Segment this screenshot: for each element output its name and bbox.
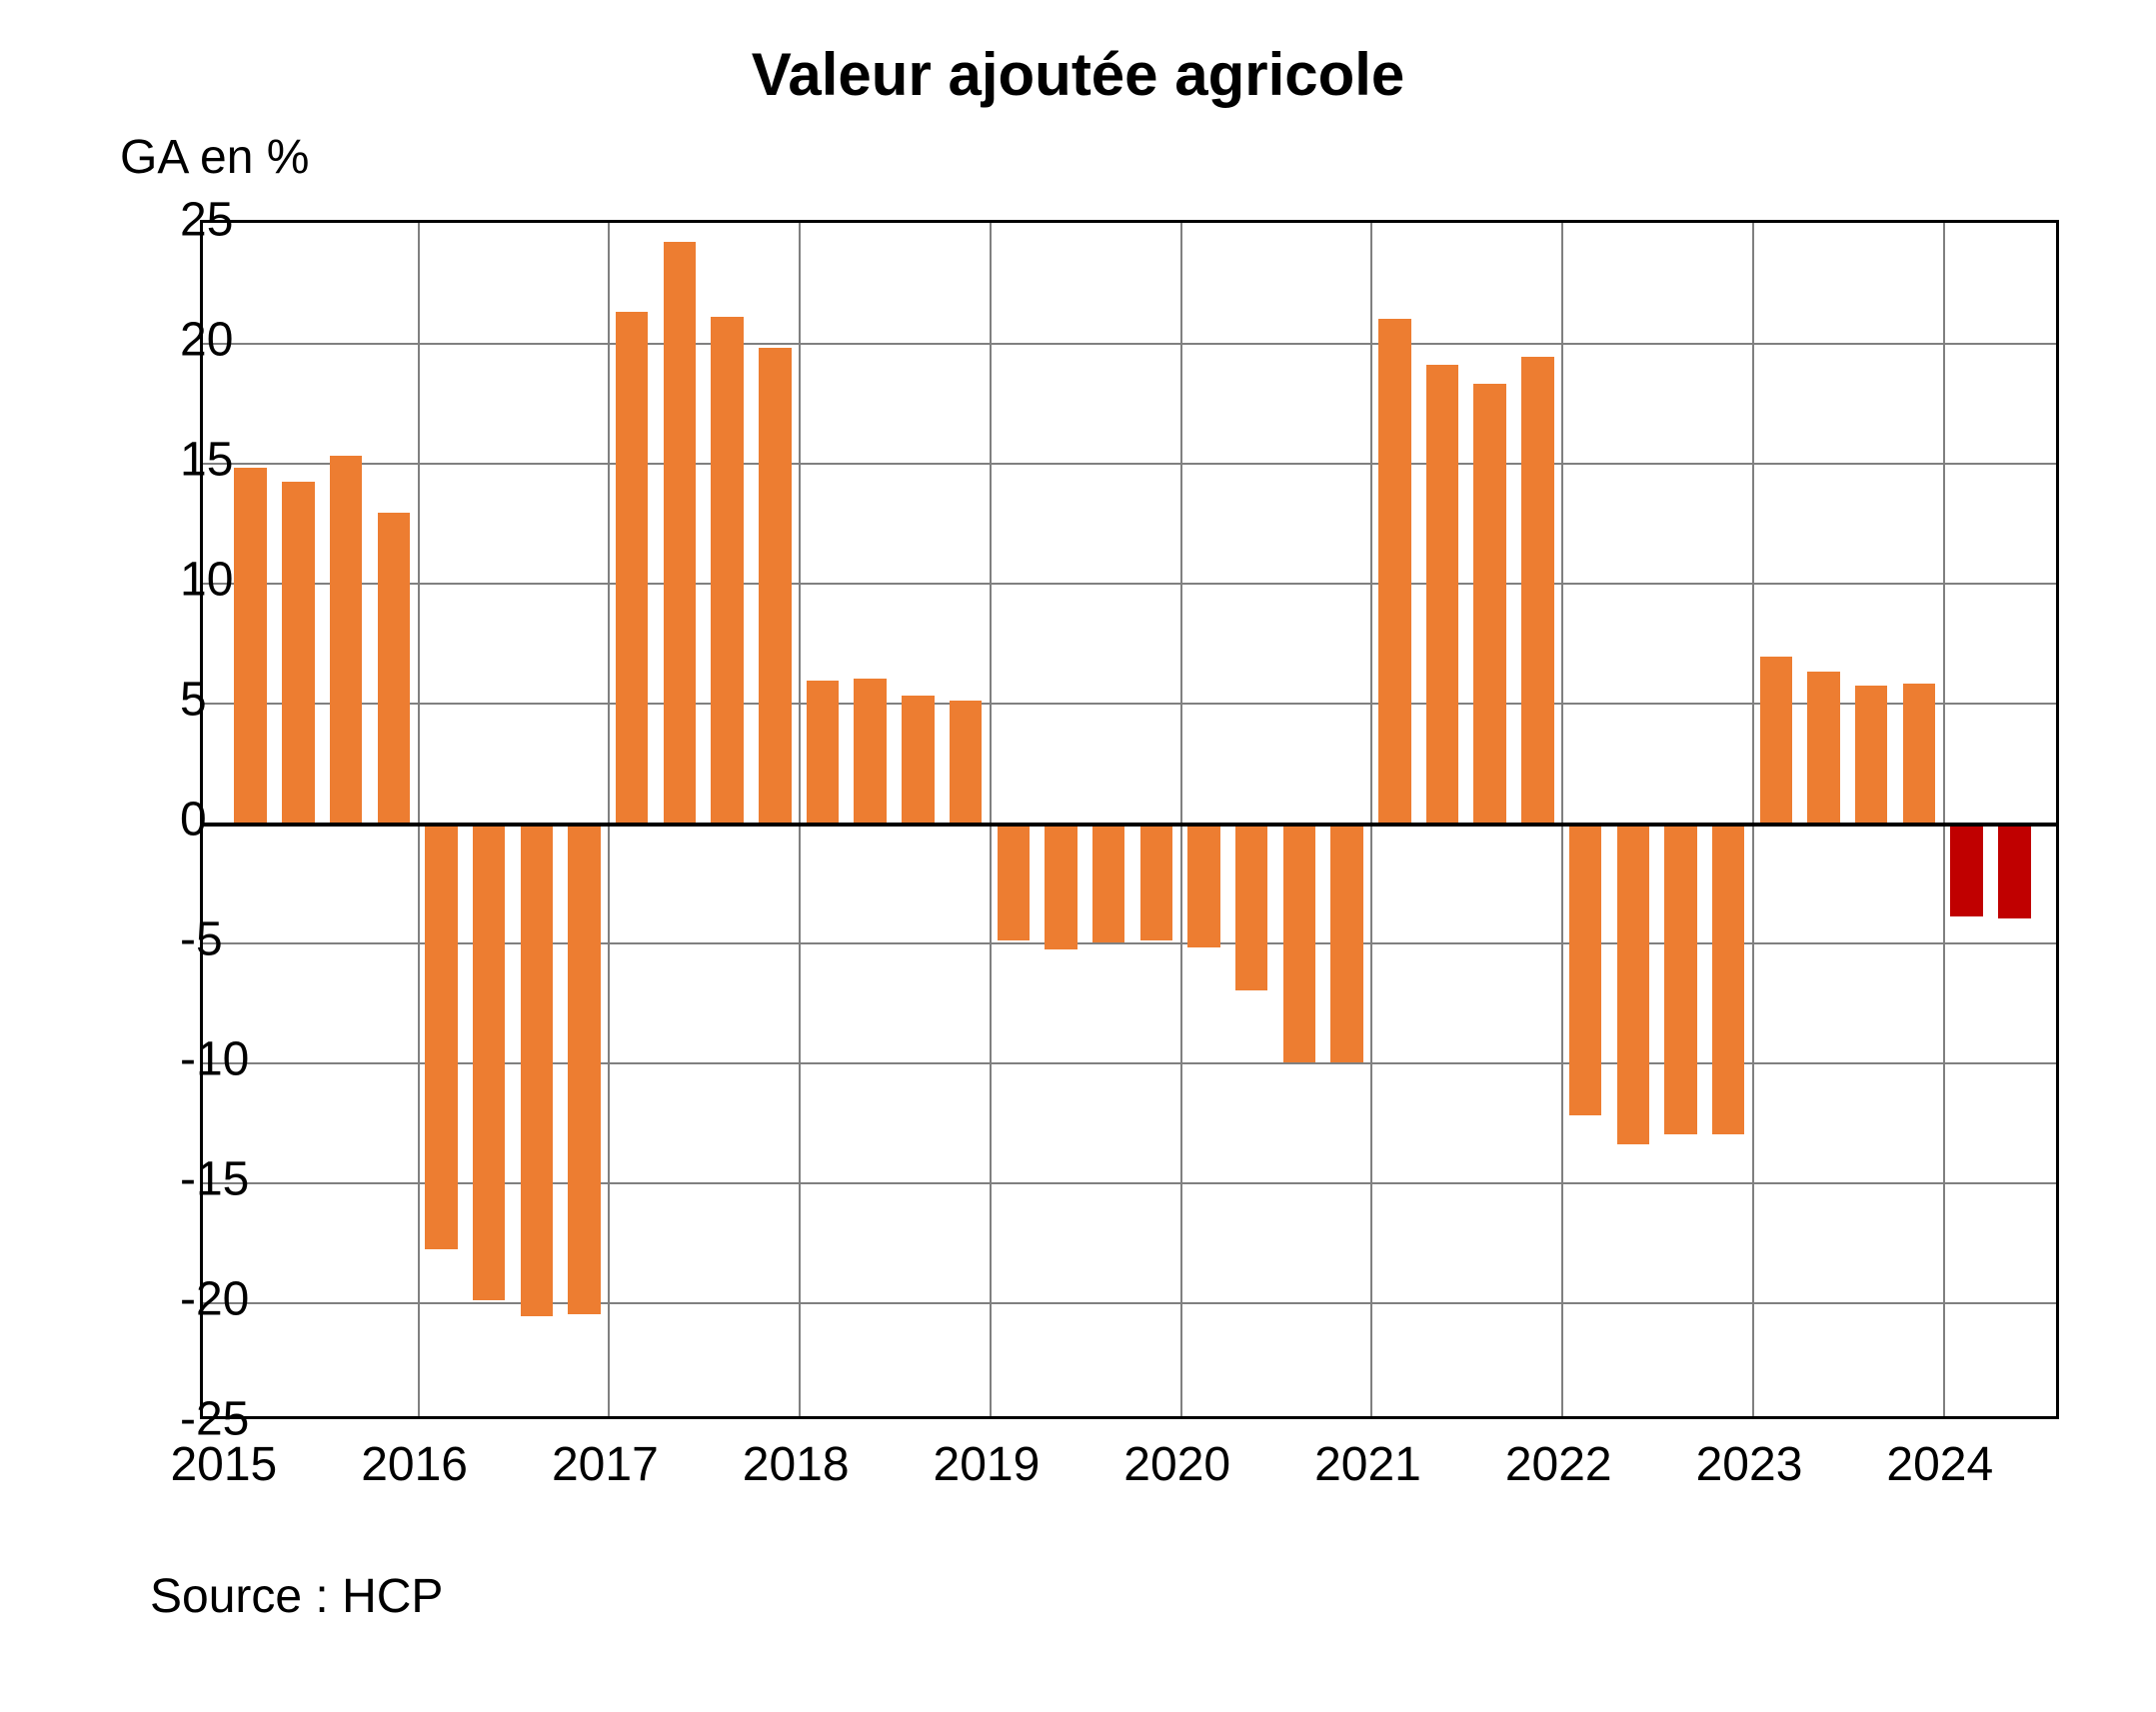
- bar: [1426, 365, 1458, 823]
- gridline-v: [418, 223, 420, 1416]
- zero-line: [203, 823, 2056, 827]
- x-tick-label: 2023: [1696, 1437, 1803, 1492]
- bar: [1712, 823, 1744, 1134]
- bar: [1235, 823, 1267, 990]
- gridline-v: [1370, 223, 1372, 1416]
- bar: [759, 348, 791, 823]
- bar: [902, 696, 934, 823]
- source-label: Source : HCP: [150, 1569, 443, 1624]
- x-tick-label: 2021: [1314, 1437, 1421, 1492]
- x-tick-label: 2015: [170, 1437, 277, 1492]
- x-tick-label: 2024: [1886, 1437, 1993, 1492]
- bar: [1378, 319, 1410, 823]
- gridline-v: [990, 223, 992, 1416]
- bar: [1664, 823, 1696, 1134]
- bar: [330, 456, 362, 823]
- bar: [1569, 823, 1601, 1115]
- gridline-h: [203, 343, 2056, 345]
- bar: [1903, 684, 1935, 823]
- x-tick-label: 2018: [743, 1437, 850, 1492]
- bar: [998, 823, 1030, 940]
- gridline-v: [1752, 223, 1754, 1416]
- gridline-v: [1561, 223, 1563, 1416]
- bar: [1855, 686, 1887, 823]
- bar: [1045, 823, 1077, 949]
- bar: [521, 823, 553, 1316]
- bar: [1950, 823, 1982, 916]
- bar: [1998, 823, 2030, 918]
- gridline-v: [1180, 223, 1182, 1416]
- bar: [1283, 823, 1315, 1062]
- gridline-v: [608, 223, 610, 1416]
- bar: [234, 468, 266, 823]
- x-tick-label: 2016: [361, 1437, 468, 1492]
- bar: [664, 242, 696, 823]
- x-tick-label: 2017: [552, 1437, 659, 1492]
- bar: [282, 482, 314, 823]
- bar: [1617, 823, 1649, 1144]
- plot-area: [200, 220, 2059, 1419]
- bar: [1807, 672, 1839, 823]
- bar: [1140, 823, 1172, 940]
- gridline-h: [203, 463, 2056, 465]
- bar: [950, 701, 982, 823]
- gridline-h: [203, 1302, 2056, 1304]
- bar: [425, 823, 457, 1249]
- bar: [1187, 823, 1219, 947]
- bar: [711, 317, 743, 823]
- bar: [616, 312, 648, 823]
- x-tick-label: 2022: [1505, 1437, 1612, 1492]
- bar: [854, 679, 886, 823]
- bar: [1760, 657, 1792, 823]
- x-tick-label: 2020: [1123, 1437, 1230, 1492]
- bar: [1330, 823, 1362, 1062]
- bar: [1092, 823, 1124, 942]
- x-tick-label: 2019: [934, 1437, 1041, 1492]
- gridline-h: [203, 583, 2056, 585]
- bar: [568, 823, 600, 1314]
- bar: [473, 823, 505, 1300]
- bar: [378, 513, 410, 823]
- bar: [1473, 384, 1505, 823]
- y-axis-label: GA en %: [120, 130, 309, 185]
- chart-container: Valeur ajoutée agricole GA en % Source :…: [0, 0, 2156, 1712]
- chart-title: Valeur ajoutée agricole: [0, 40, 2156, 109]
- bar: [1521, 357, 1553, 823]
- bar: [807, 681, 839, 823]
- gridline-v: [799, 223, 801, 1416]
- gridline-v: [1943, 223, 1945, 1416]
